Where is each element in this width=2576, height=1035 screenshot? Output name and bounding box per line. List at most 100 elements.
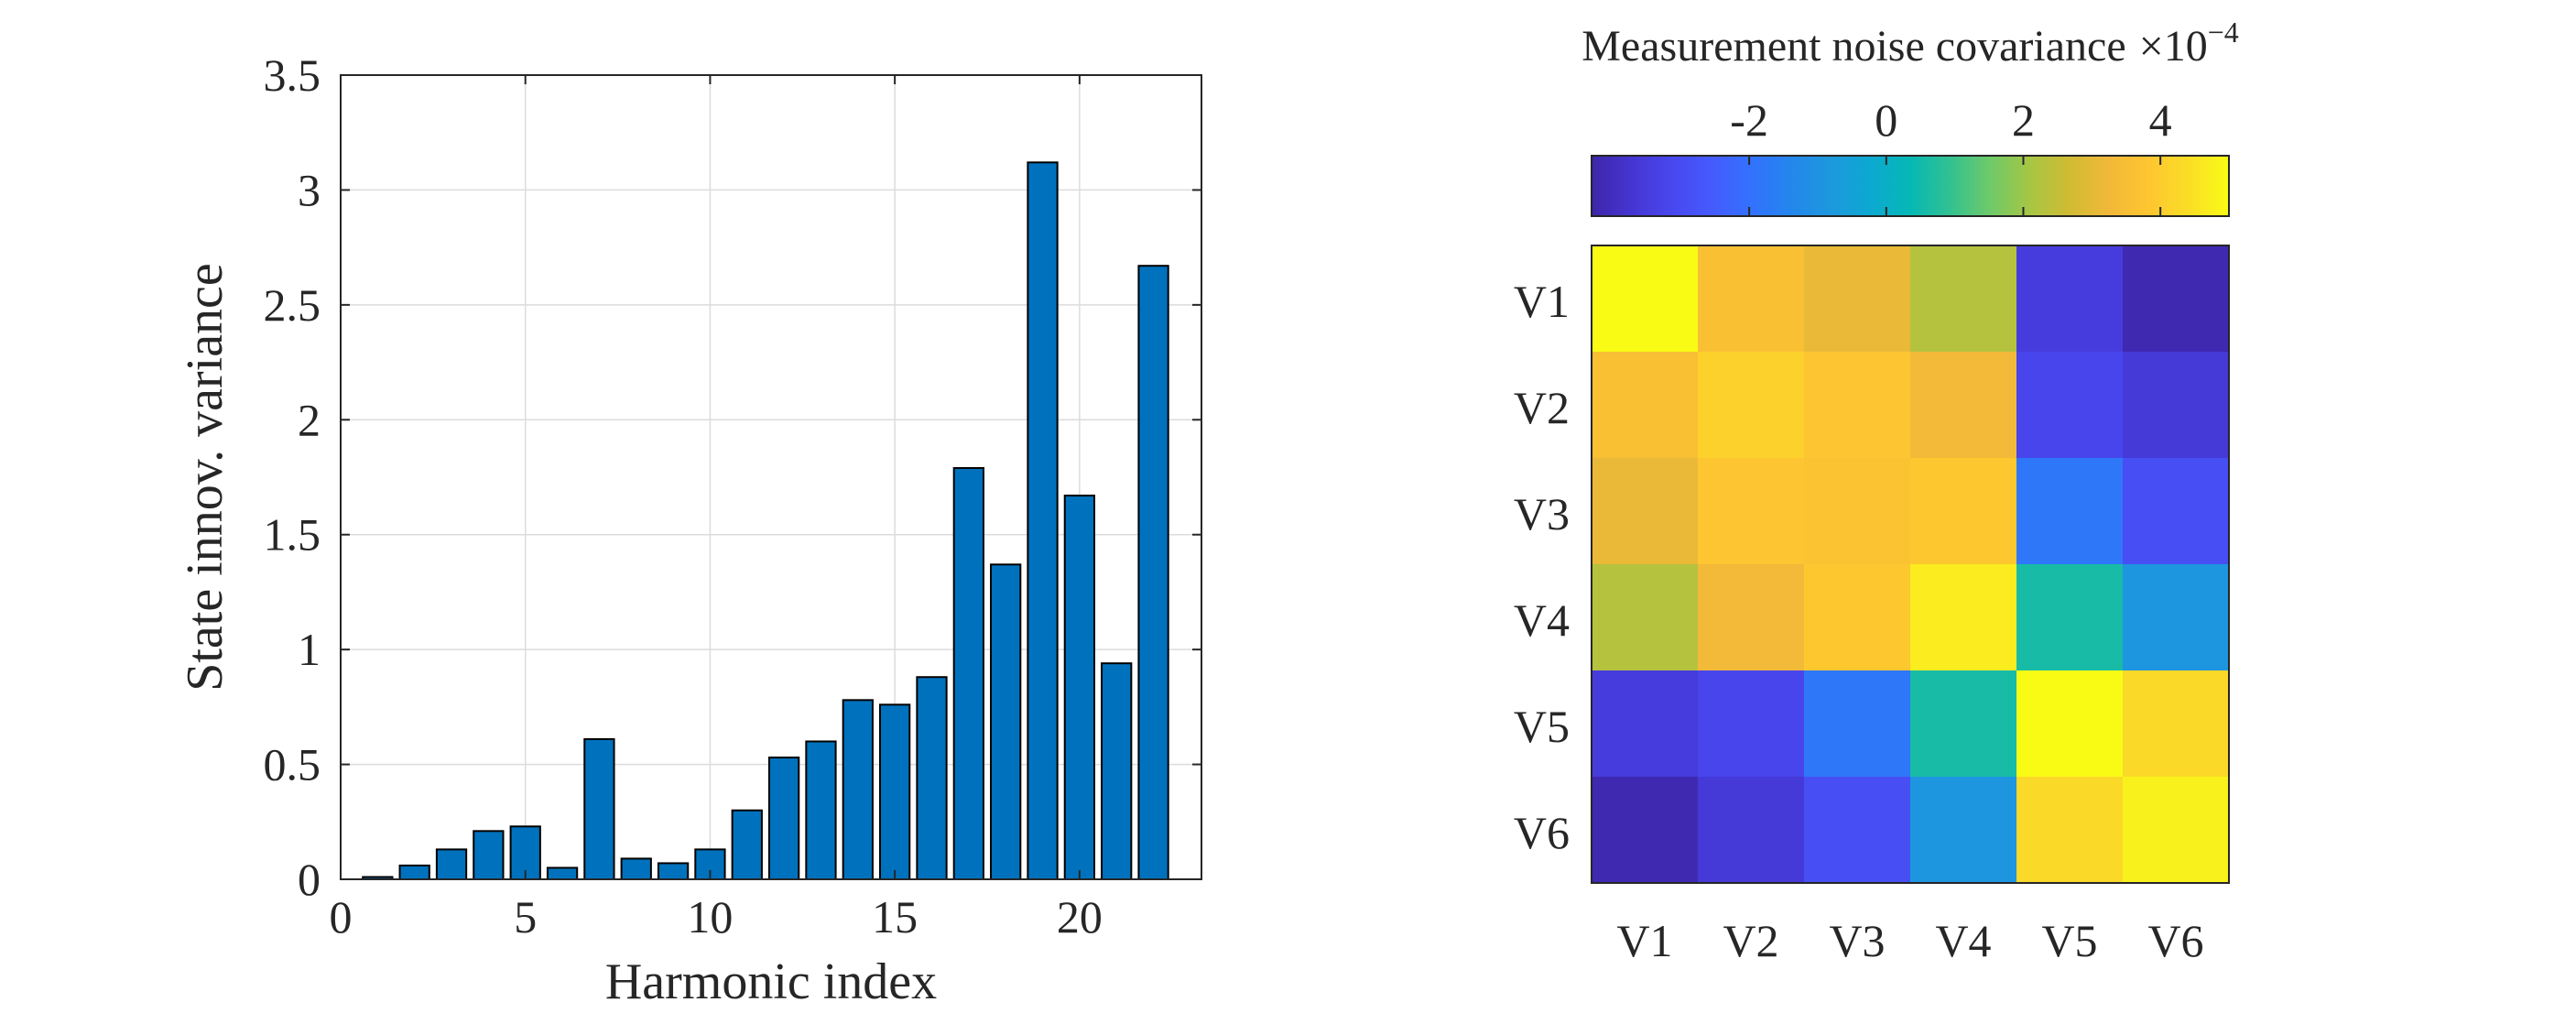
bar-x-axis-label: Harmonic index — [605, 953, 937, 1010]
y-tick-label: 0 — [298, 854, 321, 905]
heatmap-cell — [1698, 670, 1805, 778]
x-tick-label: 0 — [330, 891, 353, 942]
y-tick-label: 2.5 — [264, 279, 321, 331]
bar-x-ticks: 0 5 10 15 20 — [330, 75, 1103, 942]
heatmap-cell — [1804, 245, 1911, 353]
heatmap-cell — [1804, 352, 1911, 459]
bar — [767, 757, 800, 880]
x-tick-label: 20 — [1057, 891, 1103, 942]
heatmap-col-label: V2 — [1723, 915, 1778, 966]
heatmap-cell — [1592, 352, 1699, 459]
heatmap-cell — [1910, 458, 2017, 565]
bar — [879, 703, 911, 880]
x-tick-label: 15 — [872, 891, 918, 942]
bar-y-ticks: 0 0.5 1 1.5 2 2.5 3 3.5 — [264, 49, 1201, 905]
heatmap-cell — [1910, 564, 2017, 671]
bar — [398, 864, 430, 880]
bar — [583, 737, 615, 881]
colorbar-tick-label: 4 — [2149, 94, 2172, 146]
y-tick-label: 2 — [298, 394, 321, 445]
heatmap-chart: V1 V2 V3 V4 V5 V6 V1 V2 V3 V4 V5 V6 -2 0 2 4 Measurem… — [1514, 16, 2239, 966]
colorbar-tick-label: -2 — [1730, 94, 1768, 146]
y-tick-label: 1 — [298, 624, 321, 675]
heatmap-cell — [1804, 564, 1911, 671]
heatmap-col-labels: V1 V2 V3 V4 V5 V6 — [1616, 915, 2203, 966]
heatmap-cell — [1592, 777, 1699, 884]
heatmap-col-label: V4 — [1935, 915, 1991, 966]
heatmap-row-label: V3 — [1514, 488, 1570, 539]
colorbar: -2 0 2 4 Measurement noise covariance ×10−4 — [1581, 16, 2239, 217]
bar — [805, 740, 837, 880]
bar — [731, 809, 763, 880]
heatmap-frame — [1591, 245, 2230, 884]
heatmap-cell — [1910, 352, 2017, 459]
x-tick-label: 5 — [514, 891, 537, 942]
heatmap-row-label: V2 — [1514, 382, 1570, 433]
heatmap-cell — [2123, 564, 2230, 671]
heatmap-col-label: V1 — [1616, 915, 1672, 966]
bar — [620, 857, 652, 880]
heatmap-col-label: V3 — [1829, 915, 1885, 966]
heatmap-cell — [2016, 458, 2124, 565]
colorbar-gradient — [1591, 155, 2230, 217]
heatmap-cell — [1804, 458, 1911, 565]
heatmap-cell — [1698, 777, 1805, 884]
heatmap-cell — [1698, 245, 1805, 353]
x-tick-label: 10 — [687, 891, 733, 942]
colorbar-tick-label: 2 — [2012, 94, 2035, 146]
colorbar-tick-label: 0 — [1875, 94, 1897, 146]
colorbar-exponent: −4 — [2208, 16, 2239, 49]
heatmap-cell — [1592, 564, 1699, 671]
heatmap-cell — [2016, 352, 2124, 459]
heatmap-cell — [1592, 458, 1699, 565]
colorbar-multiplier: ×10 — [2139, 22, 2208, 71]
y-tick-label: 3 — [298, 164, 321, 215]
colorbar-title: Measurement noise covariance — [1581, 22, 2125, 71]
heatmap-cell — [2123, 777, 2230, 884]
heatmap-cell — [2016, 245, 2124, 353]
heatmap-row-label: V6 — [1514, 807, 1570, 858]
heatmap-cell — [1698, 352, 1805, 459]
heatmap-cell — [1698, 564, 1805, 671]
bar — [990, 563, 1022, 881]
bar — [435, 848, 468, 880]
bar — [657, 862, 690, 881]
bar — [1027, 161, 1059, 880]
heatmap-cells — [1592, 245, 2230, 884]
colorbar-ticks: -2 0 2 4 — [1730, 94, 2172, 216]
y-tick-label: 3.5 — [264, 49, 321, 101]
bar — [952, 466, 984, 880]
heatmap-row-labels: V1 V2 V3 V4 V5 V6 — [1514, 276, 1570, 858]
heatmap-cell — [1592, 245, 1699, 353]
bar — [1101, 662, 1133, 880]
heatmap-cell — [2123, 458, 2230, 565]
bar-y-axis-label: State innov. variance — [177, 263, 234, 692]
colorbar-title-line: Measurement noise covariance ×10−4 — [1581, 16, 2239, 71]
heatmap-row-label: V1 — [1514, 276, 1570, 327]
heatmap-cell — [2123, 352, 2230, 459]
heatmap-cell — [1910, 245, 2017, 353]
bar — [916, 676, 948, 881]
heatmap-col-label: V5 — [2041, 915, 2097, 966]
heatmap-cell — [1592, 670, 1699, 778]
heatmap-cell — [1698, 458, 1805, 565]
heatmap-col-label: V6 — [2147, 915, 2203, 966]
heatmap-cell — [2016, 670, 2124, 778]
bar — [842, 699, 874, 880]
bar — [546, 866, 579, 881]
heatmap-cell — [2016, 564, 2124, 671]
heatmap-row-label: V4 — [1514, 594, 1570, 646]
y-tick-label: 1.5 — [264, 509, 321, 561]
heatmap-cell — [2123, 670, 2230, 778]
heatmap-cell — [2016, 777, 2124, 884]
heatmap-cell — [1910, 777, 2017, 884]
y-tick-label: 0.5 — [264, 739, 321, 790]
heatmap-cell — [1910, 670, 2017, 778]
heatmap-cell — [1804, 670, 1911, 778]
heatmap-row-label: V5 — [1514, 701, 1570, 752]
heatmap-cell — [2123, 245, 2230, 353]
bar-chart: 0 5 10 15 20 0 0.5 1 1.5 2 2.5 3 3.5 Harmonic index… — [177, 49, 1202, 1010]
bar-axes-frame — [340, 74, 1202, 880]
